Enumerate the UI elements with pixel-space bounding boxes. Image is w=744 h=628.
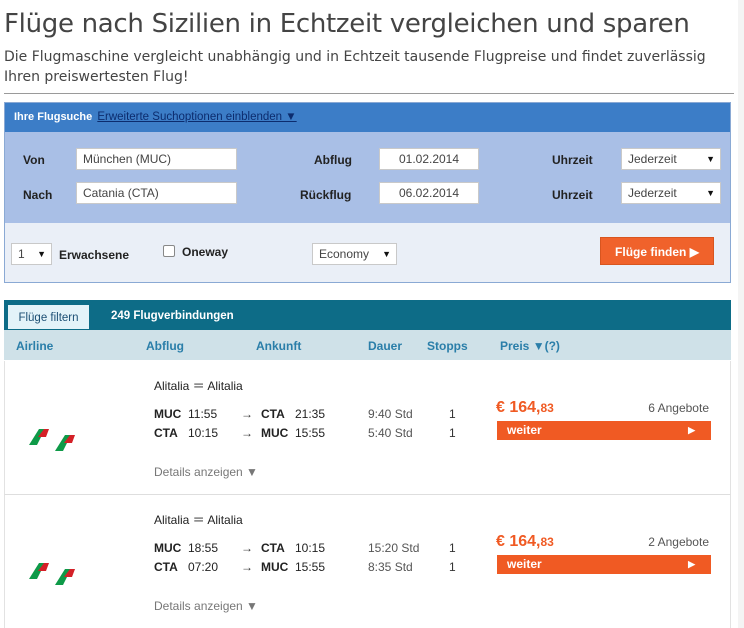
duration: 9:40 Std	[368, 407, 413, 421]
destination-code: CTA	[261, 541, 285, 555]
offers-count[interactable]: 6 Angebote	[648, 401, 709, 415]
dropdown-arrow-icon: ▼	[706, 154, 715, 164]
adults-value: 1	[18, 247, 25, 261]
cabin-value: Economy	[319, 247, 370, 261]
origin-code: MUC	[154, 541, 182, 555]
stops: 1	[449, 560, 456, 574]
depart-time: 18:55	[188, 541, 219, 555]
return-date-input[interactable]: 06.02.2014	[379, 182, 479, 204]
price-cents: 83	[540, 401, 554, 415]
dropdown-arrow-icon: ▼	[382, 249, 391, 259]
price: € 164,83	[496, 533, 554, 551]
depart-time: 07:20	[188, 560, 219, 574]
from-label: Von	[23, 153, 45, 167]
adults-select[interactable]: 1 ▼	[11, 243, 52, 265]
outbound-segment: MUC	[154, 407, 181, 421]
offers-count[interactable]: 2 Angebote	[648, 535, 709, 549]
arrow-right-icon: →	[241, 426, 253, 440]
details-toggle[interactable]: Details anzeigen ▼	[154, 599, 258, 613]
return-time-label: Uhrzeit	[552, 188, 593, 202]
alitalia-logo-icon	[29, 563, 75, 585]
advanced-options-link[interactable]: Erweiterte Suchoptionen einblenden ▼	[97, 111, 297, 123]
to-input[interactable]: Catania (CTA)	[76, 182, 237, 204]
airline-name: Alitalia ＝ Alitalia	[154, 379, 243, 393]
play-icon: ▶	[688, 425, 695, 435]
continue-label: weiter	[507, 557, 542, 571]
search-header: Ihre Flugsuche Erweiterte Suchoptionen e…	[5, 103, 730, 132]
duration: 8:35 Std	[368, 560, 413, 574]
details-toggle[interactable]: Details anzeigen ▼	[154, 465, 258, 479]
page-subtitle: Die Flugmaschine vergleicht unabhängig u…	[4, 49, 706, 85]
destination-code: MUC	[261, 426, 289, 440]
col-price[interactable]: Preis ▼(?)	[500, 339, 560, 353]
arrow-right-icon: →	[241, 560, 253, 574]
origin-code: CTA	[154, 560, 178, 574]
oneway-label: Oneway	[182, 245, 229, 259]
arrival-time: 15:55	[295, 426, 326, 440]
stops: 1	[449, 541, 456, 555]
flight-search-panel: Ihre Flugsuche Erweiterte Suchoptionen e…	[4, 102, 731, 283]
results-bar: Flüge filtern 249 Flugverbindungen	[4, 300, 731, 330]
arrival-time: 10:15	[295, 541, 326, 555]
destination-code: MUC	[261, 560, 289, 574]
stops: 1	[449, 426, 456, 440]
results-header: Airline Abflug Ankunft Dauer Stopps Prei…	[4, 330, 731, 360]
stops: 1	[449, 407, 456, 421]
depart-time-select[interactable]: Jederzeit ▼	[621, 148, 721, 170]
price-main: € 164,	[496, 533, 541, 550]
oneway-checkbox[interactable]	[163, 245, 175, 257]
search-heading: Ihre Flugsuche	[14, 111, 93, 123]
destination-code: CTA	[261, 407, 285, 421]
arrow-right-icon: →	[241, 541, 253, 555]
dropdown-arrow-icon: ▼	[706, 188, 715, 198]
origin-code: CTA	[154, 426, 178, 440]
depart-date-input[interactable]: 01.02.2014	[379, 148, 479, 170]
play-icon: ▶	[688, 559, 695, 569]
col-depart[interactable]: Abflug	[146, 339, 184, 353]
depart-time-label: Uhrzeit	[552, 153, 593, 167]
divider	[4, 93, 734, 94]
depart-time-value: Jederzeit	[628, 152, 677, 166]
price-main: € 164,	[496, 399, 541, 416]
flight-result-card: Alitalia ＝ Alitalia MUC 18:55 → CTA 10:1…	[4, 495, 731, 628]
continue-button[interactable]: weiter ▶	[497, 421, 711, 440]
arrival-time: 21:35	[295, 407, 326, 421]
depart-label: Abflug	[314, 153, 352, 167]
return-time-value: Jederzeit	[628, 186, 677, 200]
duration: 15:20 Std	[368, 541, 420, 555]
search-fields: Von München (MUC) Nach Catania (CTA) Abf…	[5, 132, 730, 223]
arrival-time: 15:55	[295, 560, 326, 574]
depart-time: 11:55	[188, 407, 218, 421]
continue-label: weiter	[507, 423, 542, 437]
dropdown-arrow-icon: ▼	[37, 249, 46, 259]
col-duration[interactable]: Dauer	[368, 339, 403, 353]
to-label: Nach	[23, 188, 53, 202]
from-input[interactable]: München (MUC)	[76, 148, 237, 170]
price: € 164,83	[496, 399, 554, 417]
page-title: Flüge nach Sizilien in Echtzeit vergleic…	[4, 9, 690, 39]
tab-filter-flights[interactable]: Flüge filtern	[7, 304, 90, 330]
origin-code: MUC	[154, 407, 182, 421]
cabin-select[interactable]: Economy ▼	[312, 243, 397, 265]
return-time-select[interactable]: Jederzeit ▼	[621, 182, 721, 204]
return-label: Rückflug	[300, 188, 352, 202]
page-scrollbar[interactable]	[738, 0, 744, 628]
flight-result-card: Alitalia ＝ Alitalia MUC 11:55 → CTA 21:3…	[4, 361, 731, 495]
price-cents: 83	[540, 535, 554, 549]
alitalia-logo-icon	[29, 429, 75, 451]
col-arrive[interactable]: Ankunft	[256, 339, 302, 353]
duration: 5:40 Std	[368, 426, 413, 440]
airline-name: Alitalia ＝ Alitalia	[154, 513, 243, 527]
adults-label: Erwachsene	[59, 248, 130, 262]
results-count: 249 Flugverbindungen	[111, 310, 234, 322]
find-flights-button[interactable]: Flüge finden ▶	[600, 237, 714, 265]
col-stops[interactable]: Stopps	[427, 339, 468, 353]
continue-button[interactable]: weiter ▶	[497, 555, 711, 574]
col-airline[interactable]: Airline	[16, 339, 54, 353]
arrow-right-icon: →	[241, 407, 253, 421]
depart-time: 10:15	[188, 426, 219, 440]
